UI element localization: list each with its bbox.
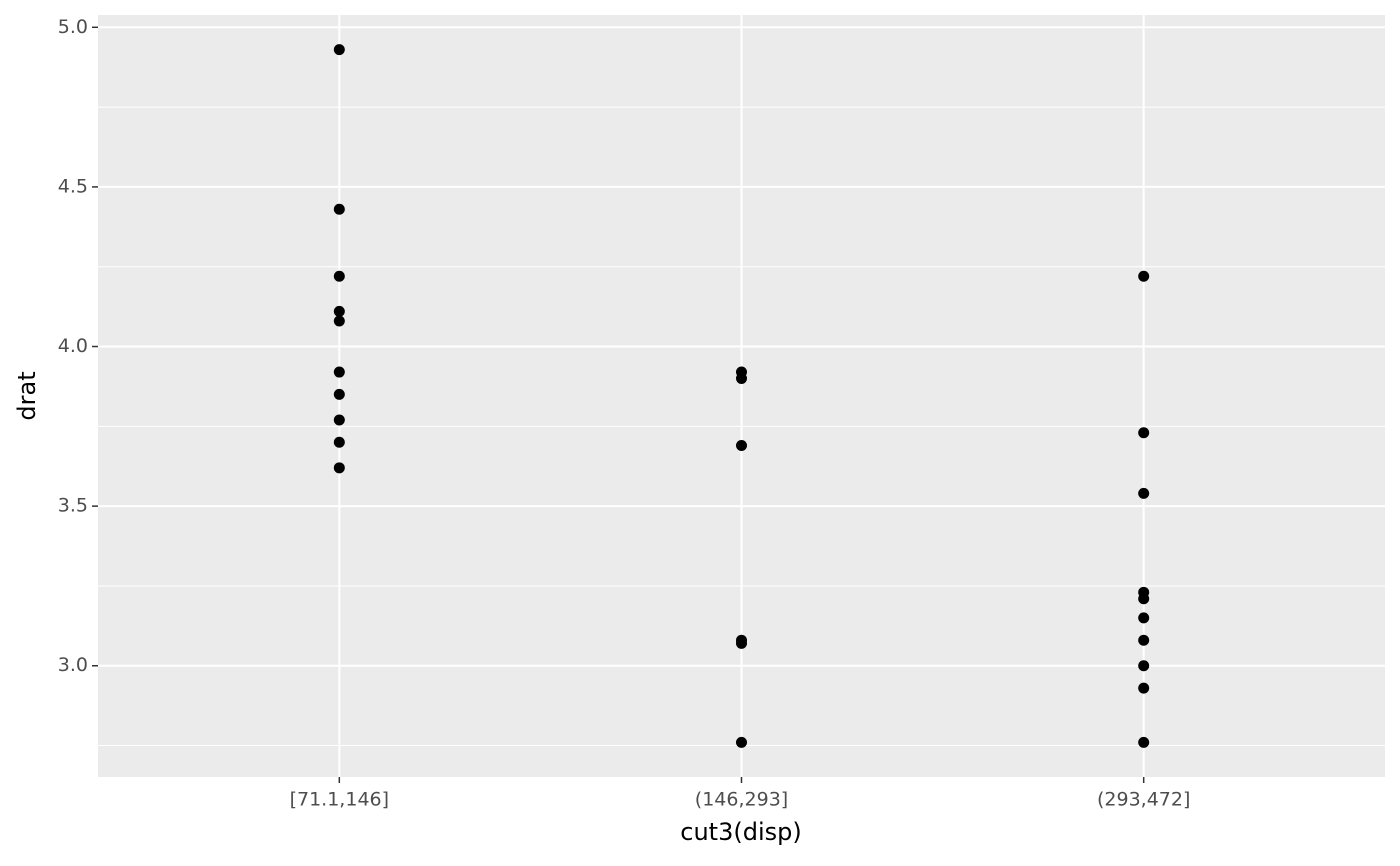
point: [736, 637, 747, 649]
point: [333, 203, 345, 215]
point: [333, 388, 345, 400]
y-tick-label: 4.5: [58, 175, 88, 197]
point: [1138, 634, 1150, 646]
x-axis-label: cut3(disp): [680, 818, 801, 846]
point: [736, 736, 747, 748]
x-tick-label: (146,293]: [695, 789, 788, 811]
point: [1138, 487, 1150, 499]
point: [736, 372, 747, 384]
point: [333, 305, 345, 317]
point: [333, 315, 345, 327]
point: [333, 44, 345, 56]
point: [333, 462, 345, 474]
point: [1138, 427, 1150, 439]
y-tick-label: 3.0: [58, 654, 88, 676]
point: [1138, 660, 1150, 672]
x-tick-label: (293,472]: [1097, 789, 1190, 811]
y-tick-label: 5.0: [58, 16, 88, 38]
point: [333, 436, 345, 448]
point: [1138, 736, 1150, 748]
point: [333, 366, 345, 378]
x-tick-label: [71.1,146]: [290, 789, 389, 811]
point: [1138, 612, 1150, 624]
y-tick-label: 4.0: [58, 335, 88, 357]
point: [1138, 682, 1150, 694]
point: [736, 439, 747, 451]
point: [333, 270, 345, 282]
point: [333, 414, 345, 426]
point: [1138, 270, 1150, 282]
y-tick-label: 3.5: [58, 495, 88, 517]
y-axis-label: drat: [13, 371, 41, 420]
point: [1138, 593, 1150, 605]
